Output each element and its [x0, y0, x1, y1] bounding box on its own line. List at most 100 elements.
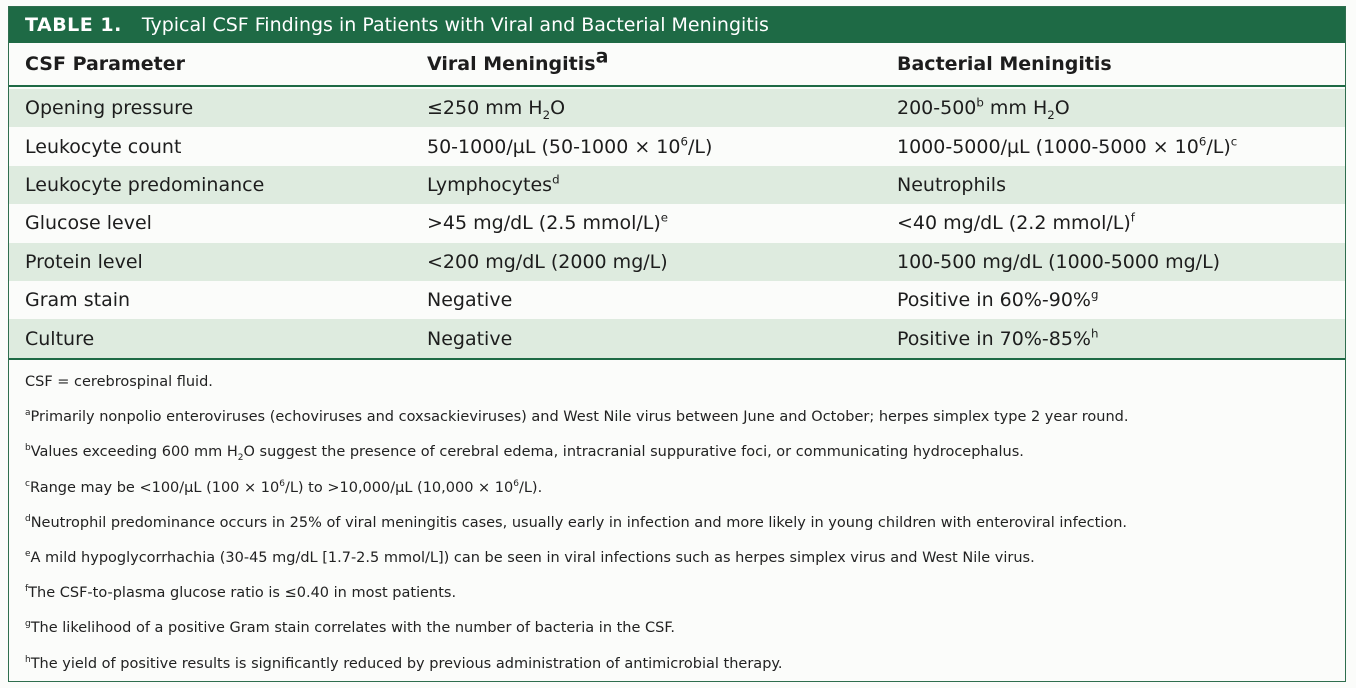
footnote: bValues exceeding 600 mm H2O suggest the…: [25, 435, 1325, 470]
footnote-text: The yield of positive results is signifi…: [30, 655, 783, 672]
cell-bacterial-text: 1000-5000/µL (1000-5000 × 10: [897, 135, 1199, 158]
cell-bacterial-text: /L): [1206, 135, 1231, 158]
cell-bacterial-subscript: 2: [1047, 107, 1055, 122]
footnote-superscript: d: [25, 513, 31, 524]
cell-bacterial-text: <40 mg/dL (2.2 mmol/L): [897, 212, 1131, 235]
cell-bacterial-text: O: [1054, 97, 1070, 120]
table-label: TABLE 1.: [25, 14, 122, 36]
footnote-subscript: 2: [237, 453, 244, 464]
footnote-text: The likelihood of a positive Gram stain …: [30, 620, 675, 637]
cell-viral-text: ≤250 mm H: [427, 97, 543, 120]
footnote-text: Values exceeding 600 mm H: [30, 444, 238, 461]
footnote: eA mild hypoglycorrhachia (30-45 mg/dL […: [25, 541, 1325, 576]
cell-viral: >45 mg/dL (2.5 mmol/L)e: [427, 212, 668, 234]
footnote: fThe CSF-to-plasma glucose ratio is ≤0.4…: [25, 576, 1325, 611]
cell-bacterial: Positive in 60%-90%g: [897, 289, 1098, 311]
footnote: aPrimarily nonpolio enteroviruses (echov…: [25, 400, 1325, 435]
footnote-text: Range may be <100/µL (100 × 10: [29, 479, 280, 496]
cell-viral: Lymphocytesd: [427, 174, 560, 196]
footnote-superscript: 6: [279, 478, 285, 489]
cell-bacterial-text: Positive in 70%-85%: [897, 327, 1091, 350]
table-row: Leukocyte count 50-1000/µL (50-1000 × 106…: [9, 127, 1345, 166]
footnote: cRange may be <100/µL (100 × 106/L) to >…: [25, 471, 1325, 506]
footnote-text: A mild hypoglycorrhachia (30-45 mg/dL [1…: [30, 549, 1035, 566]
header-viral-meningitis: Viral Meningitisa: [427, 47, 608, 75]
footnote: gThe likelihood of a positive Gram stain…: [25, 611, 1325, 646]
header-csf-parameter: CSF Parameter: [25, 53, 186, 75]
cell-bacterial-superscript: c: [1230, 134, 1238, 149]
cell-bacterial-superscript: b: [976, 95, 984, 110]
cell-bacterial-text: 200-500: [897, 97, 977, 120]
cell-bacterial-text: Neutrophils: [897, 173, 1006, 196]
cell-viral-text: >45 mg/dL (2.5 mmol/L): [427, 212, 661, 235]
cell-viral-text: Lymphocytes: [427, 173, 553, 196]
cell-viral-text: Negative: [427, 289, 513, 312]
table-row: Protein level <200 mg/dL (2000 mg/L) 100-5…: [9, 242, 1345, 281]
footnote-text: /L) to >10,000/µL (10,000 × 10: [284, 479, 514, 496]
table-frame: TABLE 1. Typical CSF Findings in Patient…: [8, 6, 1346, 682]
cell-bacterial: Neutrophils: [897, 174, 1006, 196]
cell-viral: Negative: [427, 328, 512, 350]
cell-viral: 50-1000/µL (50-1000 × 106/L): [427, 134, 713, 158]
cell-parameter: Leukocyte count: [25, 135, 182, 158]
table-footnotes: CSF = cerebrospinal fluid. aPrimarily non…: [25, 365, 1325, 682]
cell-viral: Negative: [427, 289, 512, 311]
table-body: Opening pressure ≤250 mm H2O 200-500b mm H…: [9, 89, 1345, 358]
cell-bacterial-text: mm H: [983, 97, 1048, 120]
cell-bacterial-superscript: h: [1090, 326, 1099, 341]
footnote-text: /L).: [518, 479, 543, 496]
footnote-text: Primarily nonpolio enteroviruses (echovi…: [30, 409, 1129, 426]
cell-parameter: Glucose level: [25, 212, 152, 235]
cell-parameter: Protein level: [25, 250, 143, 273]
footnote-superscript: e: [25, 549, 31, 560]
cell-parameter: Gram stain: [25, 289, 131, 312]
table-row: Leukocyte predominance Lymphocytesd Neutro…: [9, 165, 1345, 205]
table-row: Opening pressure ≤250 mm H2O 200-500b mm H…: [9, 89, 1345, 128]
cell-parameter: Leukocyte predominance: [25, 173, 265, 196]
footnote-superscript: f: [25, 584, 29, 595]
cell-bacterial-superscript: 6: [1198, 134, 1207, 149]
cell-viral-subscript: 2: [542, 107, 551, 122]
cell-viral: ≤250 mm H2O: [427, 97, 566, 122]
cell-viral-text: O: [550, 97, 566, 120]
footnote: CSF = cerebrospinal fluid.: [25, 365, 1325, 400]
header-bacterial-meningitis: Bacterial Meningitis: [897, 53, 1112, 75]
cell-bacterial-text: Positive in 60%-90%: [897, 289, 1091, 312]
header-viral-footnote-mark: a: [595, 45, 609, 68]
table-title: Typical CSF Findings in Patients with Vi…: [141, 14, 769, 36]
cell-viral-text: Negative: [427, 327, 513, 350]
cell-viral-text: 50-1000/µL (50-1000 × 10: [427, 135, 681, 158]
footnote-superscript: c: [25, 478, 30, 489]
footnote-superscript: 6: [513, 478, 519, 489]
table-row: Gram stain Negative Positive in 60%-90%g: [9, 280, 1345, 320]
cell-viral-superscript: d: [552, 172, 560, 187]
footnote: hThe yield of positive results is signif…: [25, 647, 1325, 682]
cell-bacterial: 1000-5000/µL (1000-5000 × 106/L)c: [897, 134, 1238, 158]
cell-bacterial-superscript: g: [1090, 287, 1099, 302]
footnote-text: O suggest the presence of cerebral edema…: [243, 444, 1024, 461]
header-viral-label: Viral Meningitis: [427, 53, 596, 75]
footnote-text: The CSF-to-plasma glucose ratio is ≤0.40…: [28, 585, 457, 602]
table-row: Culture Negative Positive in 70%-85%h: [9, 319, 1345, 358]
footnote-text: Neutrophil predominance occurs in 25% of…: [30, 514, 1128, 531]
cell-parameter: Opening pressure: [25, 97, 194, 120]
table-bottom-rule: [9, 358, 1345, 360]
cell-viral-superscript: 6: [680, 134, 688, 149]
cell-bacterial: Positive in 70%-85%h: [897, 326, 1099, 350]
footnote-text: CSF = cerebrospinal fluid.: [25, 374, 213, 390]
cell-viral-superscript: e: [660, 211, 669, 226]
cell-bacterial: 100-500 mg/dL (1000-5000 mg/L): [897, 251, 1220, 273]
cell-bacterial: <40 mg/dL (2.2 mmol/L)f: [897, 212, 1135, 234]
cell-bacterial: 200-500b mm H2O: [897, 95, 1070, 122]
cell-viral-text: /L): [687, 135, 713, 158]
cell-bacterial-superscript: f: [1130, 211, 1135, 226]
cell-parameter: Culture: [25, 327, 95, 350]
cell-viral-text: <200 mg/dL (2000 mg/L): [427, 250, 668, 273]
footnote-superscript: h: [25, 654, 31, 665]
table-row: Glucose level >45 mg/dL (2.5 mmol/L)e <40 …: [9, 204, 1345, 243]
cell-viral: <200 mg/dL (2000 mg/L): [427, 251, 668, 273]
footnote-superscript: b: [25, 443, 31, 454]
footnote-superscript: a: [25, 408, 31, 419]
footnote: dNeutrophil predominance occurs in 25% o…: [25, 506, 1325, 541]
footnote-superscript: g: [25, 619, 31, 630]
